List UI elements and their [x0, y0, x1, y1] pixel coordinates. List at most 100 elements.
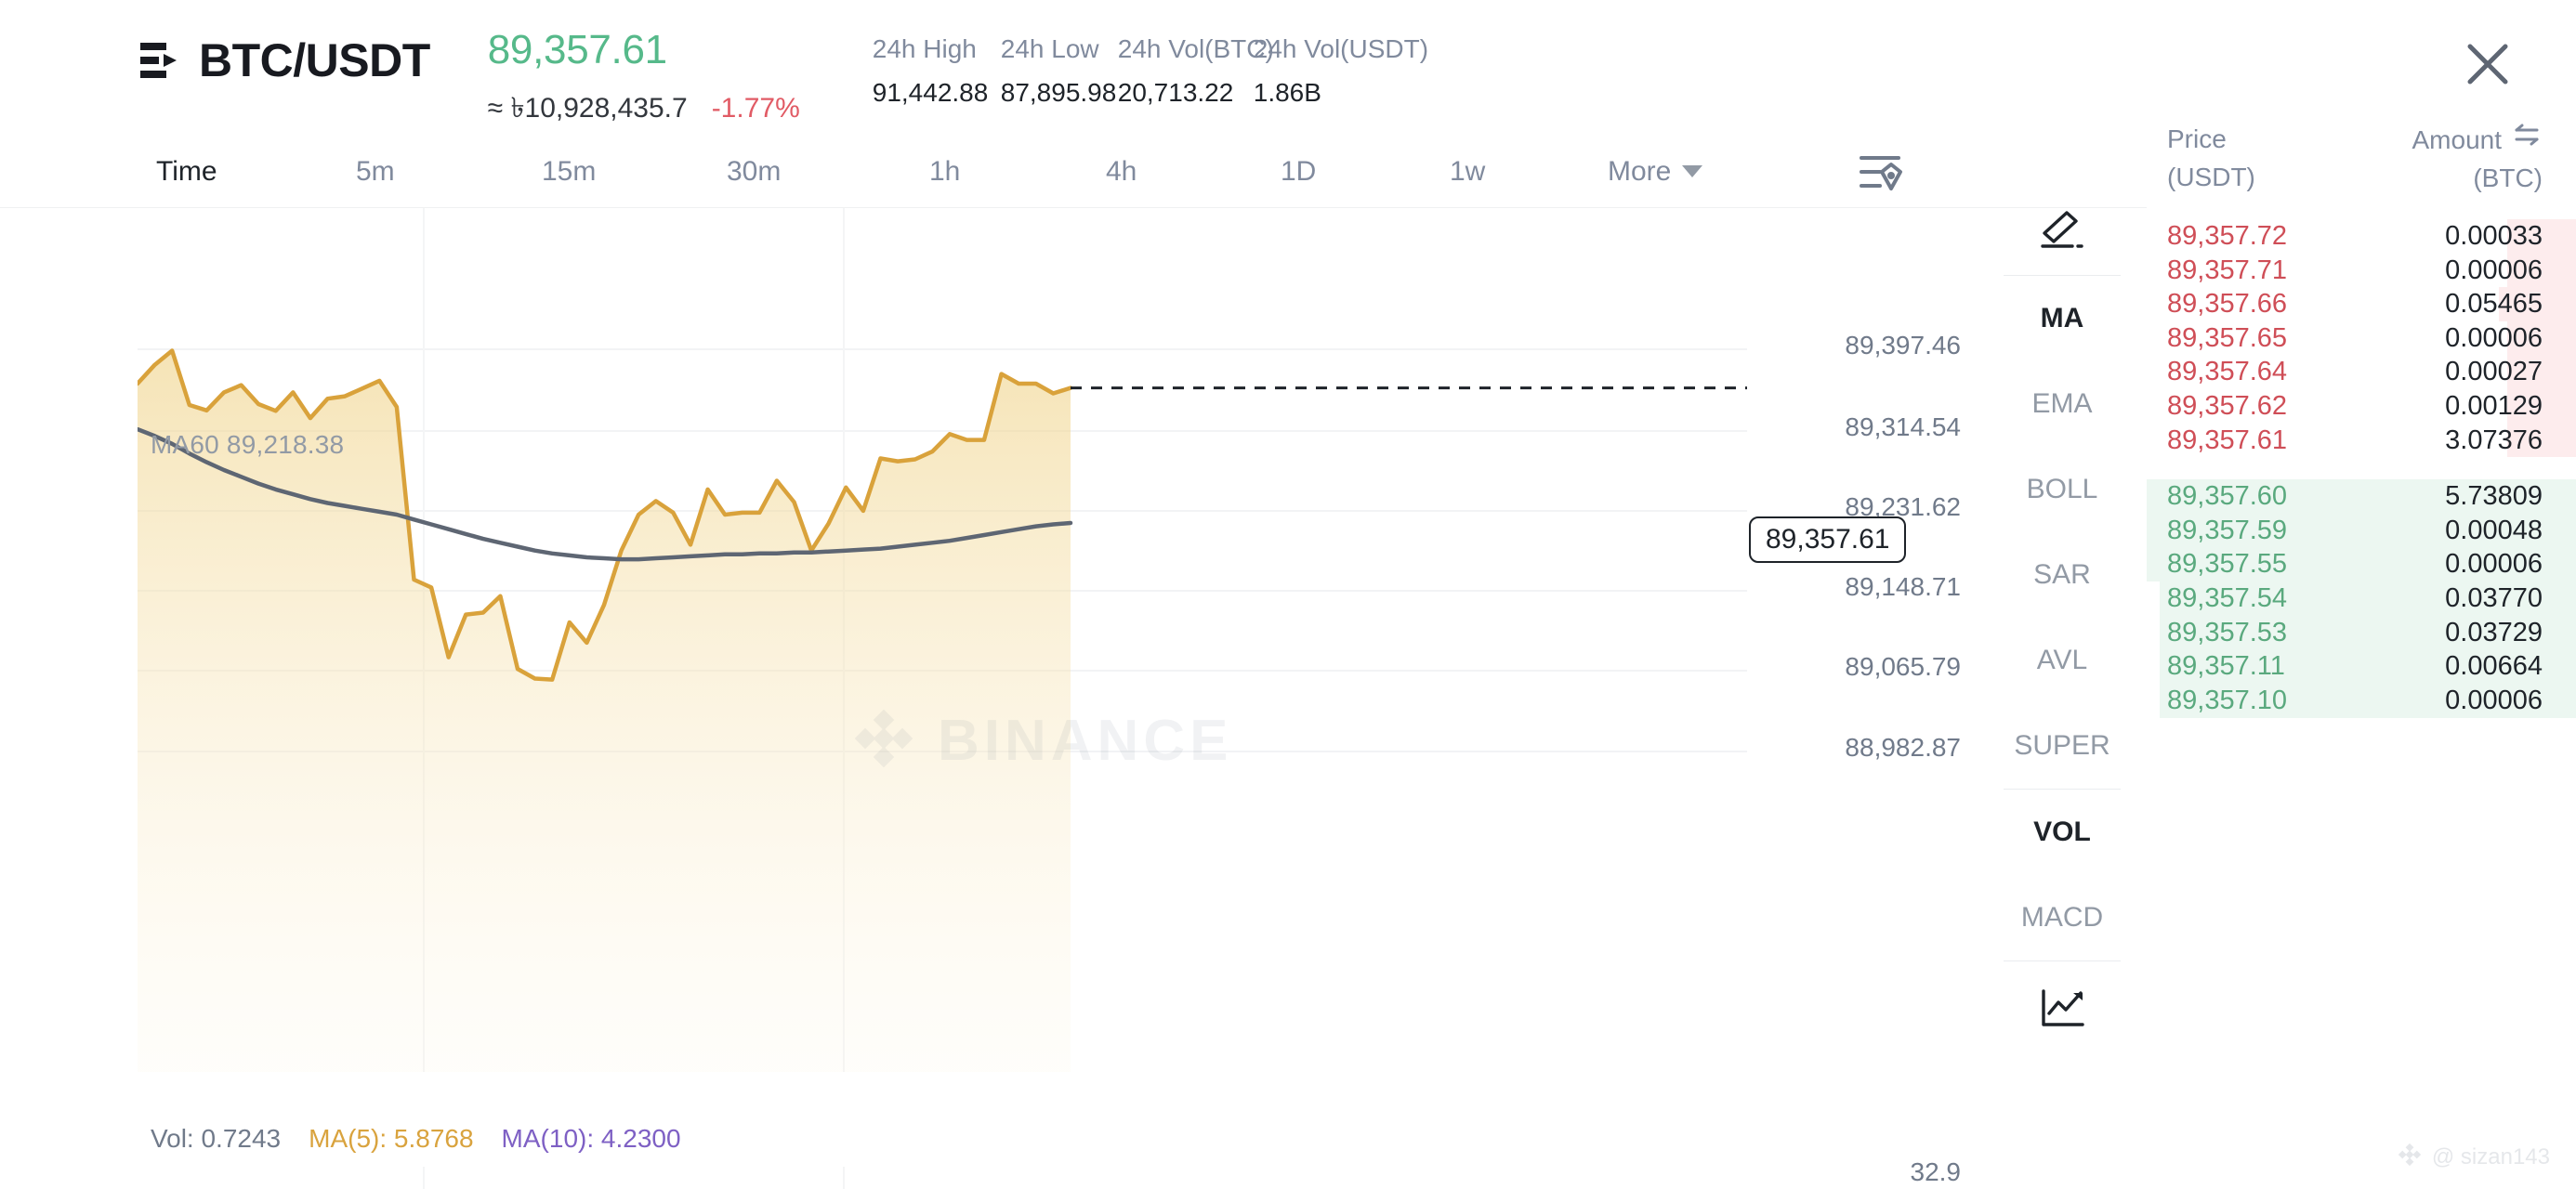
- column-price-label: Price: [2167, 124, 2227, 153]
- bid-row[interactable]: 89,357.60 5.73809: [2147, 479, 2576, 514]
- tab-4h[interactable]: 4h: [1106, 155, 1137, 187]
- order-amount: 3.07376: [2445, 425, 2543, 455]
- tab-15m[interactable]: 15m: [542, 155, 597, 187]
- pencil-draw-icon[interactable]: [1978, 182, 2147, 275]
- order-price: 89,357.62: [2167, 390, 2288, 421]
- indicator-macd[interactable]: MACD: [2020, 902, 2104, 933]
- tab-more-dropdown[interactable]: More: [1608, 155, 1703, 188]
- indicator-boll[interactable]: BOLL: [2026, 474, 2098, 504]
- bid-rows: 89,357.60 5.73809 89,357.59 0.00048 89,357.5…: [2147, 479, 2576, 718]
- depth-bar: [2159, 683, 2576, 718]
- depth-bar: [2498, 287, 2576, 321]
- ask-row[interactable]: 89,357.66 0.05465: [2147, 287, 2576, 321]
- tab-30m[interactable]: 30m: [727, 155, 782, 187]
- depth-bar: [2507, 320, 2576, 356]
- price-block: 89,357.61 ≈ ৳10,928,435.7 -1.77%: [488, 13, 800, 133]
- indicator-vol[interactable]: VOL: [2033, 817, 2091, 847]
- indicator-rail: MA EMA BOLL SAR AVL SUPER VOL MACD: [1978, 182, 2147, 1120]
- order-price: 89,357.54: [2167, 582, 2288, 613]
- ask-row[interactable]: 89,357.64 0.00027: [2147, 355, 2576, 390]
- volume-ma5: MA(5): 5.8768: [309, 1124, 474, 1153]
- stat-value: 1.86B: [1253, 77, 1321, 107]
- order-amount: 0.00027: [2445, 357, 2543, 387]
- bid-row[interactable]: 89,357.59 0.00048: [2147, 513, 2576, 548]
- binance-logo-icon: [138, 39, 180, 82]
- depth-bar: [2147, 547, 2576, 582]
- current-price-tag: 89,357.61: [1749, 516, 1907, 563]
- pair-selector[interactable]: BTC/USDT: [0, 13, 430, 87]
- stat-label: 24h Vol(BTC): [1117, 34, 1274, 63]
- ma60-legend: MA60 89,218.38: [151, 430, 345, 459]
- ask-row[interactable]: 89,357.62 0.00129: [2147, 389, 2576, 424]
- stat-label: 24h Vol(USDT): [1253, 34, 1429, 63]
- volume-value: Vol: 0.7243: [151, 1124, 282, 1153]
- chart-plot[interactable]: [138, 208, 1747, 1189]
- order-price: 89,357.55: [2167, 549, 2288, 580]
- order-amount: 0.03729: [2445, 617, 2543, 647]
- ask-rows: 89,357.72 0.00033 89,357.71 0.00006 89,357.6…: [2147, 219, 2576, 458]
- depth-bar: [2147, 479, 2576, 514]
- divider: [2004, 960, 2121, 961]
- ask-row[interactable]: 89,357.61 3.07376: [2147, 423, 2576, 458]
- chart-settings-icon[interactable]: [1854, 146, 1906, 198]
- order-amount: 0.05465: [2445, 289, 2543, 320]
- volume-legend: Vol: 0.7243 MA(5): 5.8768 MA(10): 4.2300: [151, 1124, 681, 1154]
- order-book: Price (USDT) Amount (BTC): [2147, 0, 2576, 1189]
- order-price: 89,357.72: [2167, 220, 2288, 251]
- stat-24h-vol-usdt: 24h Vol(USDT) 1.86B: [1254, 33, 1439, 108]
- order-book-amount-column: Amount (BTC): [2412, 121, 2543, 197]
- indicator-super[interactable]: SUPER: [2014, 730, 2110, 761]
- bid-row[interactable]: 89,357.10 0.00006: [2147, 683, 2576, 718]
- bid-row[interactable]: 89,357.11 0.00664: [2147, 649, 2576, 684]
- order-price: 89,357.71: [2167, 255, 2288, 285]
- tab-1w[interactable]: 1w: [1450, 155, 1486, 187]
- price-tick-label: 89,231.62: [1845, 492, 1961, 521]
- divider: [2004, 275, 2121, 276]
- sort-swap-icon[interactable]: [2511, 121, 2543, 160]
- stat-24h-vol-btc: 24h Vol(BTC) 20,713.22: [1117, 33, 1274, 108]
- volume-tick-label: 32.9: [1910, 1157, 1962, 1186]
- depth-bar: [2159, 581, 2576, 616]
- stat-value: 87,895.98: [1000, 77, 1117, 107]
- ask-row[interactable]: 89,357.71 0.00006: [2147, 253, 2576, 288]
- stat-label: 24h High: [872, 34, 977, 63]
- order-amount: 0.00006: [2445, 549, 2543, 580]
- order-price: 89,357.10: [2167, 685, 2288, 715]
- order-price: 89,357.53: [2167, 617, 2288, 647]
- stat-24h-low: 24h Low 87,895.98: [1001, 33, 1118, 108]
- depth-bar: [2507, 355, 2576, 390]
- column-amount-label: Amount: [2412, 124, 2503, 154]
- order-price: 89,357.11: [2167, 651, 2285, 682]
- close-icon[interactable]: [2457, 33, 2518, 95]
- depth-bar: [2159, 615, 2576, 650]
- tab-time[interactable]: Time: [156, 155, 217, 187]
- depth-bar: [2507, 423, 2576, 458]
- tab-1d[interactable]: 1D: [1281, 155, 1317, 187]
- tab-5m[interactable]: 5m: [356, 155, 395, 187]
- order-price: 89,357.60: [2167, 481, 2288, 512]
- tab-more-label: More: [1608, 155, 1672, 187]
- indicator-sar[interactable]: SAR: [2033, 559, 2091, 590]
- bid-row[interactable]: 89,357.53 0.03729: [2147, 615, 2576, 650]
- ask-row[interactable]: 89,357.72 0.00033: [2147, 219, 2576, 254]
- tab-1h[interactable]: 1h: [929, 155, 961, 187]
- order-price: 89,357.65: [2167, 322, 2288, 353]
- line-chart-icon[interactable]: [1978, 961, 2147, 1054]
- chart-area[interactable]: BINANCE MA60 89,218.38 Vol: 0.7243 MA(5)…: [0, 208, 2147, 1189]
- order-price: 89,357.66: [2167, 289, 2288, 320]
- column-amount-unit: (BTC): [2473, 163, 2543, 192]
- indicator-avl[interactable]: AVL: [2036, 645, 2088, 675]
- stat-24h-high: 24h High 91,442.88: [873, 33, 1001, 108]
- indicator-ema[interactable]: EMA: [2031, 388, 2093, 419]
- bid-row[interactable]: 89,357.54 0.03770: [2147, 581, 2576, 616]
- depth-bar: [2147, 513, 2576, 548]
- bid-row[interactable]: 89,357.55 0.00006: [2147, 547, 2576, 582]
- binance-diamond-icon: [2397, 1142, 2423, 1172]
- ask-row[interactable]: 89,357.65 0.00006: [2147, 320, 2576, 356]
- timeframe-bar: Time 5m 15m 30m 1h 4h 1D 1w More: [0, 136, 2147, 208]
- order-price: 89,357.64: [2167, 357, 2288, 387]
- order-amount: 0.00129: [2445, 390, 2543, 421]
- indicator-ma[interactable]: MA: [2040, 303, 2084, 333]
- depth-bar: [2159, 649, 2576, 684]
